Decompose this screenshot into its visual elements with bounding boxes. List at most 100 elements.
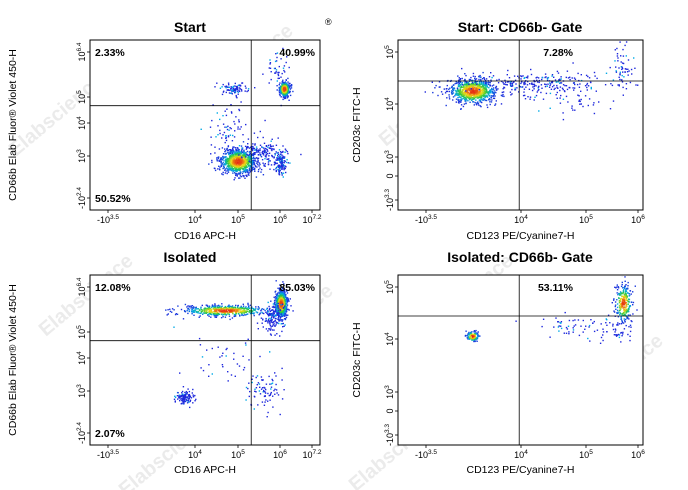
event-dot: [277, 317, 280, 319]
event-dot: [255, 387, 258, 389]
event-dot: [171, 308, 174, 310]
event-dot: [495, 88, 498, 90]
event-dot: [283, 325, 285, 327]
event-dot: [464, 79, 466, 81]
event-dot: [258, 383, 261, 385]
event-dot: [483, 98, 485, 100]
event-dot: [214, 310, 216, 312]
event-dot: [541, 78, 543, 81]
event-dot: [253, 147, 256, 150]
event-dot: [262, 136, 264, 139]
event-dot: [222, 134, 224, 136]
event-dot: [564, 311, 566, 314]
event-dot: [275, 60, 278, 62]
event-dot: [238, 160, 240, 162]
event-dot: [589, 340, 591, 342]
y-tick-label: 103: [76, 149, 87, 163]
event-dots: [464, 276, 638, 344]
event-dot: [214, 86, 216, 88]
event-dot: [275, 69, 278, 71]
event-dot: [200, 308, 202, 310]
event-dot: [480, 92, 483, 94]
plot-frame: [397, 39, 644, 211]
event-dot: [237, 161, 239, 164]
event-dot: [238, 149, 240, 151]
event-dot: [466, 82, 469, 85]
event-dot: [227, 136, 230, 138]
event-dot: [256, 311, 259, 314]
event-dot: [184, 400, 187, 403]
event-dot: [625, 310, 627, 312]
event-dot: [474, 338, 476, 340]
event-dot: [227, 305, 229, 308]
event-dot: [276, 80, 278, 82]
event-dot: [230, 127, 232, 130]
event-dot: [251, 170, 253, 172]
event-dot: [173, 309, 175, 311]
event-dot: [621, 319, 623, 322]
event-dot: [470, 93, 472, 96]
event-dot: [287, 299, 289, 302]
chart-title: Isolated: [164, 249, 217, 265]
event-dot: [247, 158, 249, 160]
event-dot: [209, 307, 211, 310]
event-dot: [458, 100, 460, 102]
event-dot: [620, 308, 622, 310]
event-dot: [620, 298, 622, 300]
event-dot: [264, 155, 267, 157]
event-dot: [549, 83, 552, 85]
event-dot: [186, 399, 188, 401]
event-dot: [239, 171, 242, 173]
event-dot: [273, 303, 275, 305]
event-dot: [460, 101, 462, 103]
event-dot: [228, 129, 230, 131]
event-dot: [275, 324, 277, 326]
event-dot: [235, 168, 238, 170]
event-dot: [533, 85, 535, 88]
event-dot: [287, 84, 289, 86]
event-dot: [458, 93, 461, 95]
event-dot: [290, 84, 292, 87]
event-dot: [239, 314, 241, 316]
event-dot: [273, 313, 275, 315]
event-dot: [278, 312, 280, 314]
event-dot: [520, 75, 522, 77]
event-dot: [268, 394, 270, 397]
event-dot: [268, 313, 270, 316]
event-dot: [622, 94, 624, 96]
event-dot: [280, 151, 283, 154]
event-dot: [247, 156, 249, 159]
event-dot: [240, 305, 242, 308]
event-dot: [267, 150, 269, 152]
event-dot: [456, 87, 459, 90]
event-dot: [227, 86, 229, 88]
event-dot: [551, 81, 553, 84]
event-dot: [524, 98, 527, 100]
event-dot: [233, 313, 236, 316]
event-dot: [256, 157, 258, 159]
event-dot: [197, 312, 199, 314]
event-dot: [478, 83, 480, 85]
event-dot: [538, 81, 540, 84]
event-dot: [632, 301, 635, 304]
event-dot: [565, 85, 568, 87]
event-dot: [274, 72, 276, 74]
event-dot: [236, 170, 238, 172]
event-dot: [484, 84, 486, 87]
event-dot: [244, 90, 246, 92]
event-dot: [275, 71, 277, 73]
event-dot: [544, 76, 546, 79]
event-dot: [476, 340, 478, 342]
event-dot: [626, 288, 628, 290]
event-dot: [623, 320, 626, 322]
event-dot: [541, 87, 543, 89]
event-dot: [245, 168, 248, 171]
event-dot: [191, 305, 194, 307]
event-dot: [218, 165, 220, 167]
event-dot: [218, 160, 220, 162]
event-dot: [282, 79, 284, 81]
event-dot: [270, 164, 273, 166]
event-dot: [255, 308, 257, 310]
event-dot: [281, 172, 283, 175]
event-dot: [265, 388, 267, 391]
